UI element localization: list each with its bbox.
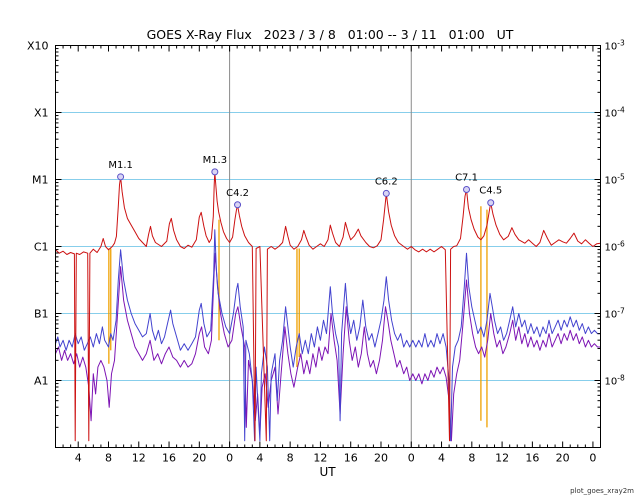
flare-marker: [463, 185, 471, 193]
flux-exponent-label: 10-6: [605, 240, 625, 254]
x-tick-label: 0: [408, 452, 415, 465]
x-axis-label: UT: [319, 465, 336, 479]
flux-class-label: C1: [34, 241, 49, 254]
plot-credit: plot_goes_xray2m: [570, 487, 634, 495]
x-tick-label: 16: [344, 452, 358, 465]
flare-marker: [211, 168, 219, 176]
flare-label: M1.3: [203, 155, 228, 166]
flare-marker: [382, 189, 390, 197]
x-tick-label: 8: [105, 452, 112, 465]
flare-label: C4.5: [479, 186, 502, 197]
x-tick-label: 20: [374, 452, 388, 465]
chart-title: GOES X-Ray Flux 2023 / 3 / 8 01:00 -- 3 …: [146, 27, 514, 42]
flare-label: C6.2: [375, 176, 398, 187]
x-tick-label: 20: [556, 452, 570, 465]
x-tick-label: 16: [162, 452, 176, 465]
x-tick-label: 0: [589, 452, 596, 465]
flare-marker: [487, 199, 495, 207]
flare-label: C7.1: [455, 172, 478, 183]
data-traces: [55, 171, 601, 442]
x-tick-label: 16: [525, 452, 539, 465]
flux-class-label: X10: [27, 40, 49, 53]
flux-exponent-label: 10-7: [605, 307, 625, 321]
flux-class-label: B1: [34, 308, 49, 321]
x-tick-label: 4: [256, 452, 263, 465]
flare-label: M1.1: [108, 160, 133, 171]
flux-class-label: X1: [34, 107, 49, 120]
flux-exponent-label: 10-4: [605, 106, 625, 120]
flux-class-label: A1: [34, 375, 49, 388]
x-tick-label: 12: [313, 452, 327, 465]
flare-marker: [234, 201, 242, 209]
flare-marker: [117, 173, 125, 181]
flux-exponent-label: 10-3: [605, 39, 625, 53]
flare-label: C4.2: [226, 188, 249, 199]
series-xray-short: [55, 229, 601, 442]
x-tick-label: 12: [132, 452, 146, 465]
x-tick-label: 20: [192, 452, 206, 465]
x-tick-label: 0: [226, 452, 233, 465]
x-tick-label: 12: [495, 452, 509, 465]
x-tick-label: 8: [468, 452, 475, 465]
flux-exponent-label: 10-5: [605, 173, 625, 187]
flux-class-label: M1: [32, 174, 49, 187]
series-xray-long: [55, 171, 601, 442]
x-tick-label: 4: [438, 452, 445, 465]
flux-exponent-label: 10-8: [605, 374, 625, 388]
x-tick-label: 8: [287, 452, 294, 465]
series-xray-short-2: [55, 252, 601, 442]
x-tick-label: 4: [75, 452, 82, 465]
